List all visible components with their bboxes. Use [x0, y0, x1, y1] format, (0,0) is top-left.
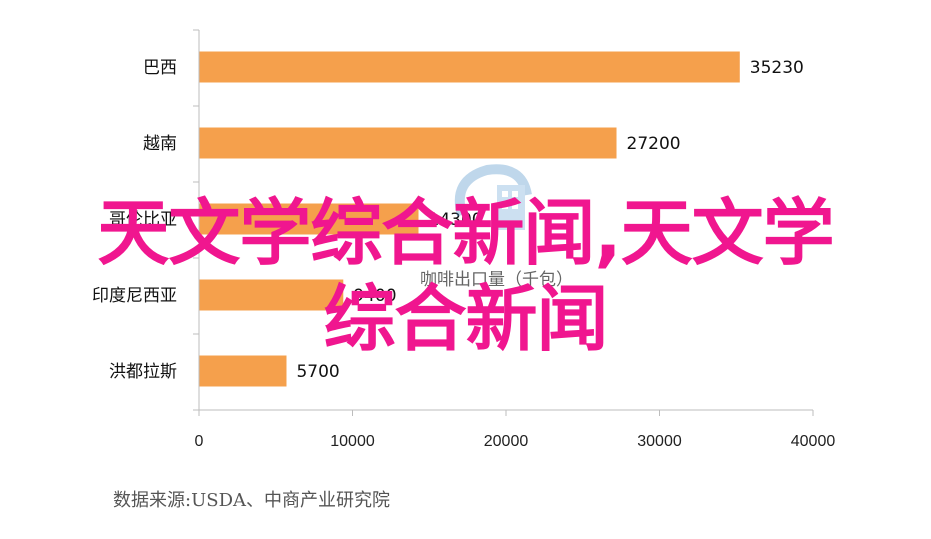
overlay-title-line1: 天文学综合新闻,天文学: [97, 191, 834, 275]
category-label-1: 越南: [143, 134, 177, 154]
x-tick-label-2: 20000: [484, 433, 529, 450]
category-label-0: 巴西: [143, 58, 177, 78]
category-label-3: 印度尼西亚: [92, 286, 177, 306]
x-tick-label-4: 40000: [791, 433, 836, 450]
data-labels: 35230 27200 14300 9400 5700: [296, 58, 803, 382]
overlay-title: 天文学综合新闻,天文学 综合新闻: [0, 190, 931, 362]
data-label-0: 35230: [750, 58, 804, 78]
data-label-3: 9400: [353, 286, 396, 306]
source-note: 数据来源:USDA、中商产业研究院: [113, 490, 390, 511]
bar-4: [199, 355, 287, 387]
x-tick-label-0: 0: [195, 433, 204, 450]
bar-3: [199, 279, 344, 311]
category-label-4: 洪都拉斯: [109, 362, 177, 382]
x-axis: 0 10000 20000 30000 40000: [193, 29, 836, 450]
bar-1: [199, 127, 617, 159]
watermark-text: 咖啡出口量（千包）: [420, 270, 573, 290]
x-tick-label-3: 30000: [637, 433, 682, 450]
x-tick-label-1: 10000: [330, 433, 375, 450]
category-label-2: 哥伦比亚: [109, 210, 177, 230]
data-label-1: 27200: [627, 134, 681, 154]
bar-0: [199, 51, 740, 83]
bars-group: [199, 51, 740, 387]
bar-2: [199, 203, 419, 235]
watermark-logo-icon: [454, 164, 532, 230]
overlay-title-line2: 综合新闻: [323, 277, 608, 361]
data-label-2: 14300: [429, 210, 483, 230]
data-label-4: 5700: [296, 362, 339, 382]
